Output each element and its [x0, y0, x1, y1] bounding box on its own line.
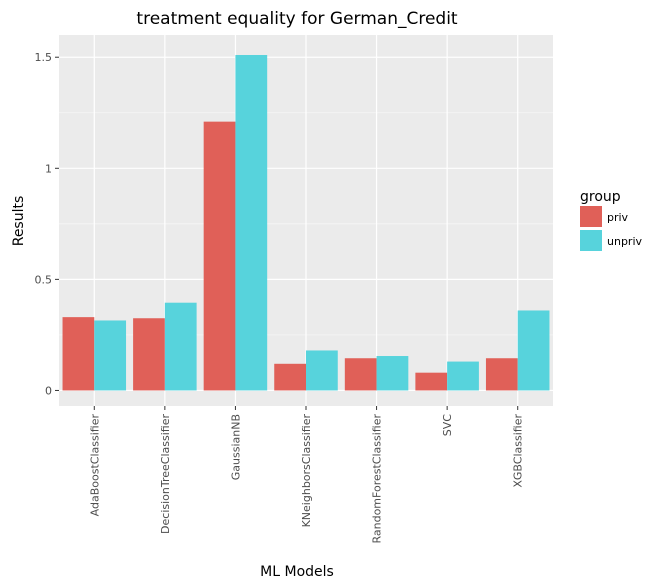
bar-unpriv-SVC [447, 361, 479, 391]
x-axis: AdaBoostClassifier DecisionTreeClassifier… [88, 406, 525, 544]
bar-unpriv-XGBClassifier [517, 310, 550, 391]
x-tick-label: GaussianNB [229, 414, 242, 480]
bars [62, 54, 550, 391]
x-axis-title: ML Models [260, 564, 334, 580]
legend-title: group [580, 189, 621, 205]
y-tick-label: 1 [45, 162, 52, 175]
chart-title: treatment equality for German_Credit [136, 9, 458, 29]
y-axis: 0 0.5 1 1.5 [35, 51, 59, 397]
bar-priv-DecisionTreeClassifier [133, 318, 165, 391]
legend-label-priv: priv [607, 211, 629, 224]
bar-unpriv-GaussianNB [235, 54, 268, 391]
legend-key-unpriv [580, 230, 602, 251]
bar-priv-KNeighborsClassifier [274, 363, 306, 391]
x-tick-label: AdaBoostClassifier [88, 414, 101, 517]
x-tick-label: DecisionTreeClassifier [159, 414, 172, 534]
y-tick-label: 0 [45, 384, 52, 397]
x-tick-label: KNeighborsClassifier [300, 414, 313, 528]
bar-priv-GaussianNB [203, 121, 236, 391]
bar-priv-AdaBoostClassifier [62, 317, 95, 391]
bar-unpriv-AdaBoostClassifier [94, 320, 127, 391]
bar-priv-XGBClassifier [485, 358, 518, 391]
bar-priv-RandomForestClassifier [344, 358, 377, 391]
bar-unpriv-KNeighborsClassifier [306, 350, 338, 391]
y-axis-title: Results [11, 196, 27, 247]
bar-unpriv-DecisionTreeClassifier [164, 302, 197, 391]
bar-priv-SVC [415, 372, 448, 391]
y-tick-label: 0.5 [35, 273, 53, 286]
y-tick-label: 1.5 [35, 51, 53, 64]
legend-key-priv [580, 206, 602, 227]
legend-label-unpriv: unpriv [607, 235, 643, 248]
x-tick-label: XGBClassifier [512, 414, 525, 488]
x-tick-label: RandomForestClassifier [371, 414, 384, 544]
legend: group priv unpriv [580, 189, 643, 251]
bar-unpriv-RandomForestClassifier [376, 356, 409, 391]
x-tick-label: SVC [441, 414, 454, 437]
